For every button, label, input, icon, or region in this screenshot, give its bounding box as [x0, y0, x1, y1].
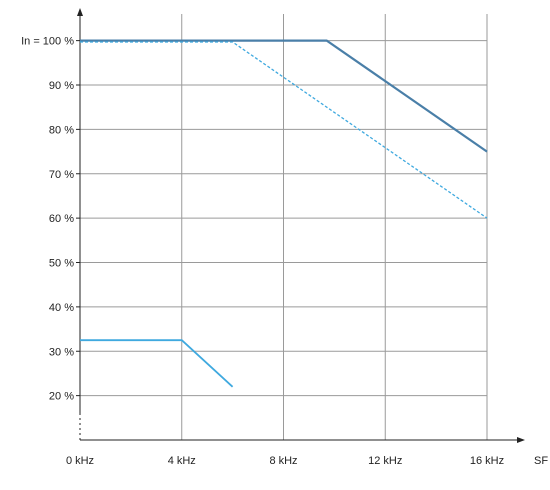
series-line-3 — [80, 339, 234, 388]
y-tick-label: 80 % — [49, 124, 74, 136]
y-tick-label: 90 % — [49, 80, 74, 92]
y-tick-label: In = 100 % — [21, 36, 74, 48]
y-tick-labels: 20 % 30 % 40 % 50 % 60 % 70 % 80 % 90 % In = 100… — [21, 36, 74, 403]
axes: SF — [77, 8, 548, 467]
x-tick-label: 4 kHz — [168, 455, 196, 467]
y-tick-label: 20 % — [49, 391, 74, 403]
x-tick-label: 0 kHz — [66, 455, 94, 467]
y-tick-label: 70 % — [49, 169, 74, 181]
x-tick-label: 8 kHz — [269, 455, 297, 467]
grid — [76, 14, 488, 440]
series-line-1 — [80, 39, 488, 153]
x-tick-label: 12 kHz — [368, 455, 402, 467]
x-axis-arrow-icon — [517, 437, 525, 443]
y-tick-label: 60 % — [49, 213, 74, 225]
y-tick-label: 30 % — [49, 346, 74, 358]
x-tick-label: 16 kHz — [470, 455, 504, 467]
y-axis-arrow-icon — [77, 8, 83, 16]
series-line-2 — [80, 41, 488, 219]
y-tick-label: 50 % — [49, 258, 74, 270]
series — [80, 39, 488, 388]
y-tick-label: 40 % — [49, 302, 74, 314]
x-tick-labels: 0 kHz 4 kHz 8 kHz 12 kHz 16 kHz — [66, 455, 504, 467]
x-axis-label: SF — [534, 455, 548, 467]
